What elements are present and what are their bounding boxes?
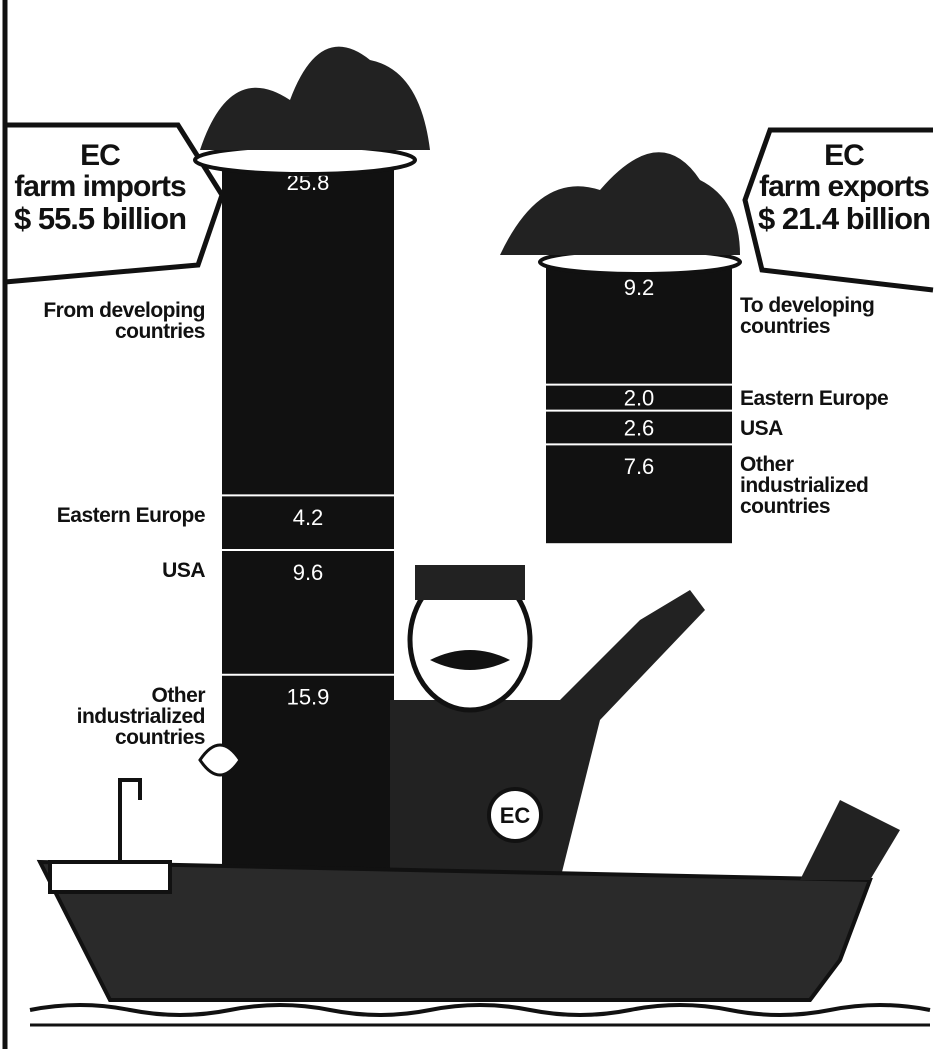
category-label: Eastern Europe: [740, 386, 889, 410]
value-label: 2.6: [624, 415, 655, 440]
segment: [546, 265, 732, 385]
segment: [222, 550, 394, 675]
column-header: EC farm imports $ 55.5 billion: [0, 140, 200, 235]
category-label: To developing countries: [740, 294, 875, 338]
produce: [193, 46, 742, 276]
header-total: $ 21.4 billion: [757, 201, 931, 236]
badge-text: EC: [500, 803, 531, 828]
value-label: 2.0: [624, 385, 655, 410]
ship: [29, 778, 931, 1027]
segment: [222, 495, 394, 550]
segment: [222, 160, 394, 496]
value-label: 15.9: [287, 685, 330, 710]
category-label: USA: [162, 559, 205, 582]
segment: [546, 384, 732, 411]
category-label: Other industrialized countries: [740, 453, 869, 519]
category-label: Eastern Europe: [56, 504, 206, 528]
columns: 25.84.29.615.99.22.02.67.6: [222, 160, 732, 882]
segment: [222, 674, 394, 882]
header-title: farm exports: [759, 170, 930, 203]
category-label: USA: [740, 416, 783, 440]
header-total: $ 55.5 billion: [13, 201, 187, 236]
sailor: [198, 565, 705, 880]
value-label: 9.6: [293, 560, 324, 585]
category-label: From developing countries: [43, 299, 205, 343]
category-label: Other industrialized countries: [76, 683, 206, 749]
value-label: 7.6: [624, 454, 655, 479]
column-header: EC farm exports $ 21.4 billion: [750, 140, 938, 235]
header-title: EC: [824, 139, 865, 172]
header-title: farm imports: [14, 170, 186, 203]
header-title: EC: [80, 139, 121, 172]
segment: [546, 410, 732, 445]
segment: [546, 444, 732, 544]
value-label: 9.2: [624, 275, 655, 300]
value-label: 4.2: [293, 505, 324, 530]
